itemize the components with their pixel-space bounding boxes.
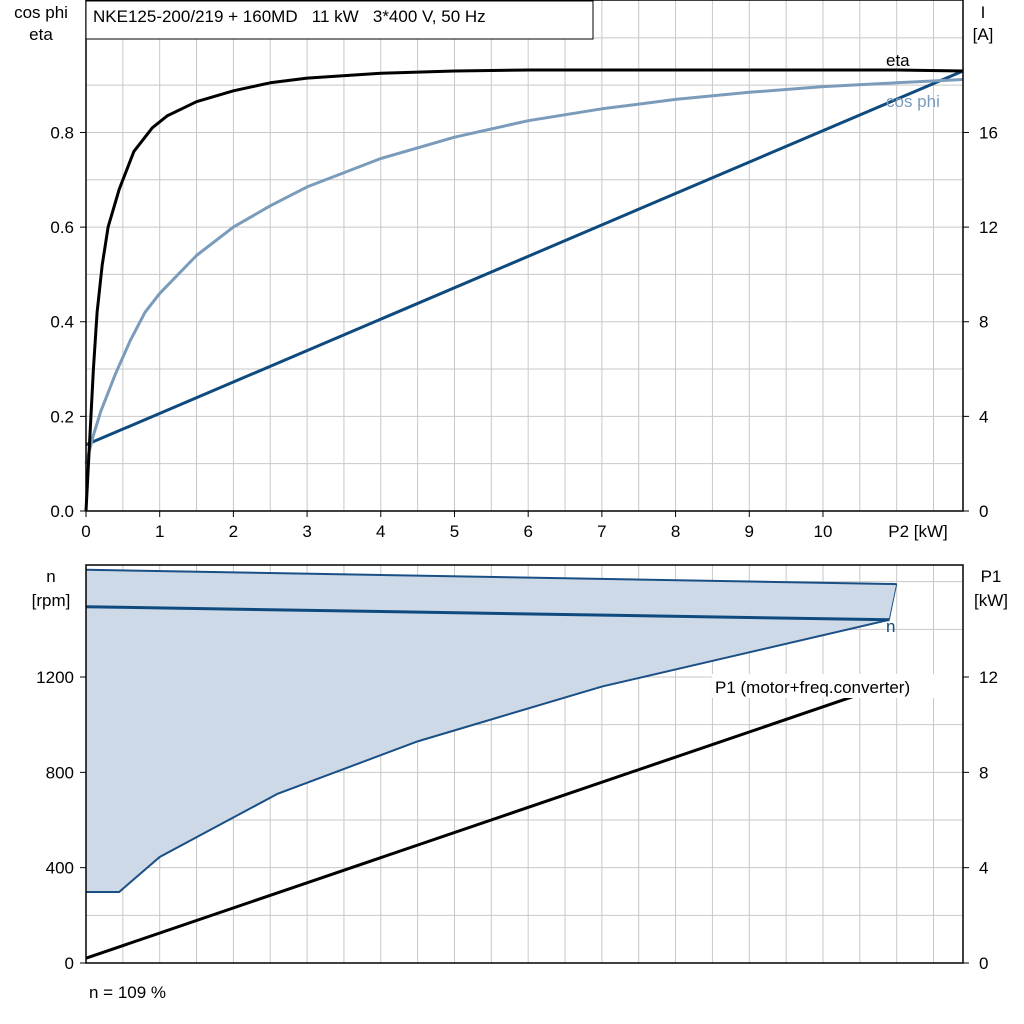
footer-note: n = 109 % — [89, 983, 166, 1002]
speed-range-right-edge — [888, 583, 898, 620]
left-y-tick-label: 0.6 — [50, 218, 74, 237]
left-y-tick-label: 0.8 — [50, 123, 74, 142]
lower-axes: 0 400 800 1200 0 4 8 12 — [36, 668, 998, 973]
lower-panel: 0 400 800 1200 0 4 8 12 n [rpm] P1 [kW] n P1 (m… — [32, 564, 1008, 973]
title-box — [85, 0, 594, 40]
right-y-tick-label: 8 — [979, 763, 988, 782]
lower-right-axis-label-2: [kW] — [974, 591, 1008, 610]
x-tick-label: 6 — [523, 522, 532, 541]
upper-right-axis-label-1: I — [981, 3, 986, 22]
p1-annotation-background — [712, 674, 962, 698]
lower-series — [85, 568, 898, 960]
right-y-tick-label: 8 — [979, 313, 988, 332]
left-y-tick-label: 0.0 — [50, 502, 74, 521]
x-tick-label: 2 — [229, 522, 238, 541]
upper-right-axis-label-2: [A] — [973, 25, 994, 44]
chart-title: NKE125-200/219 + 160MD 11 kW 3*400 V, 50… — [93, 7, 486, 26]
x-tick-label: 1 — [155, 522, 164, 541]
upper-plot-frame — [85, 0, 964, 512]
cos-phi-annotation: cos phi — [886, 92, 940, 111]
right-y-tick-label: 12 — [979, 668, 998, 687]
speed-range-lower-edge — [86, 618, 890, 893]
left-y-tick-label: 800 — [46, 763, 74, 782]
x-tick-label: 5 — [450, 522, 459, 541]
speed-annotation: n — [886, 617, 895, 636]
lower-left-axis-label-1: n — [46, 567, 55, 586]
left-y-tick-label: 400 — [46, 859, 74, 878]
x-axis-unit-label: P2 [kW] — [888, 522, 948, 541]
x-tick-label: 0 — [81, 522, 90, 541]
x-tick-label: 4 — [376, 522, 385, 541]
right-y-tick-label: 4 — [979, 407, 988, 426]
x-tick-label: 8 — [671, 522, 680, 541]
x-tick-label: 3 — [302, 522, 311, 541]
upper-grid — [86, 0, 963, 511]
series-speed — [85, 605, 890, 622]
x-tick-label: 7 — [597, 522, 606, 541]
right-y-tick-label: 0 — [979, 502, 988, 521]
right-y-tick-label: 12 — [979, 218, 998, 237]
series-p1 — [85, 682, 890, 960]
series-eta — [84, 68, 964, 512]
left-y-tick-label: 0.2 — [50, 407, 74, 426]
upper-series — [84, 68, 964, 512]
upper-left-axis-label-2: eta — [29, 25, 53, 44]
speed-range-upper-edge — [85, 568, 897, 586]
speed-range-band — [86, 569, 897, 892]
left-y-tick-label: 0 — [65, 954, 74, 973]
lower-right-axis-label-1: P1 — [981, 567, 1002, 586]
series-current — [85, 69, 964, 447]
upper-left-axis-label-1: cos phi — [14, 3, 68, 22]
eta-annotation: eta — [886, 51, 910, 70]
left-y-tick-label: 0.4 — [50, 313, 74, 332]
series-cos-phi — [84, 78, 964, 465]
right-y-tick-label: 0 — [979, 954, 988, 973]
right-y-tick-label: 16 — [979, 123, 998, 142]
p1-annotation: P1 (motor+freq.converter) — [715, 678, 910, 697]
left-y-tick-label: 1200 — [36, 668, 74, 687]
lower-left-axis-label-2: [rpm] — [32, 591, 71, 610]
right-y-tick-label: 4 — [979, 859, 988, 878]
x-tick-label: 10 — [814, 522, 833, 541]
x-tick-label: 9 — [745, 522, 754, 541]
lower-plot-frame — [85, 564, 964, 964]
